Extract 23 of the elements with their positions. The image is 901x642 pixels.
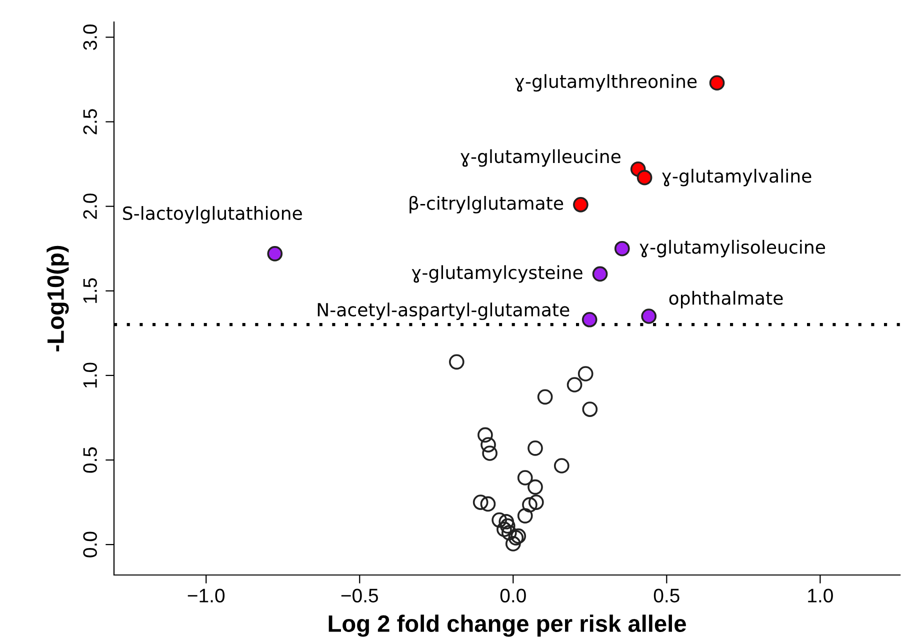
y-tick-label: 1.0 [83, 362, 97, 388]
annotation: N-acetyl-aspartyl-glutamate [318, 302, 570, 320]
annotation: β-citrylglutamate [410, 196, 564, 214]
y-tick-label: 2.0 [83, 194, 97, 219]
annotation: ɣ-glutamylvaline [662, 168, 812, 186]
annotation: ɣ-glutamylthreonine [515, 74, 697, 92]
y-tick-label: 0.0 [83, 532, 97, 558]
x-axis-title: Log 2 fold change per risk allele [328, 614, 686, 637]
x-tick-label: −1.0 [188, 588, 225, 602]
annotation: ɣ-glutamylleucine [460, 149, 620, 167]
x-tick-label: −0.5 [341, 588, 378, 602]
annotation: S-lactoylglutathione [123, 206, 302, 224]
y-tick-label: 1.5 [83, 278, 97, 303]
y-axis-title: -Log10(p) [46, 246, 69, 352]
annotation: ɣ-glutamylisoleucine [640, 240, 825, 258]
y-tick-label: 3.0 [83, 24, 97, 50]
x-tick-label: 1.0 [808, 588, 833, 602]
x-tick-label: 0.0 [500, 588, 526, 602]
annotation: ophthalmate [669, 290, 783, 308]
y-tick-label: 2.5 [83, 109, 97, 134]
annotation: ɣ-glutamylcysteine [412, 265, 582, 283]
x-tick-label: 0.5 [654, 588, 680, 602]
y-tick-label: 0.5 [83, 447, 97, 473]
